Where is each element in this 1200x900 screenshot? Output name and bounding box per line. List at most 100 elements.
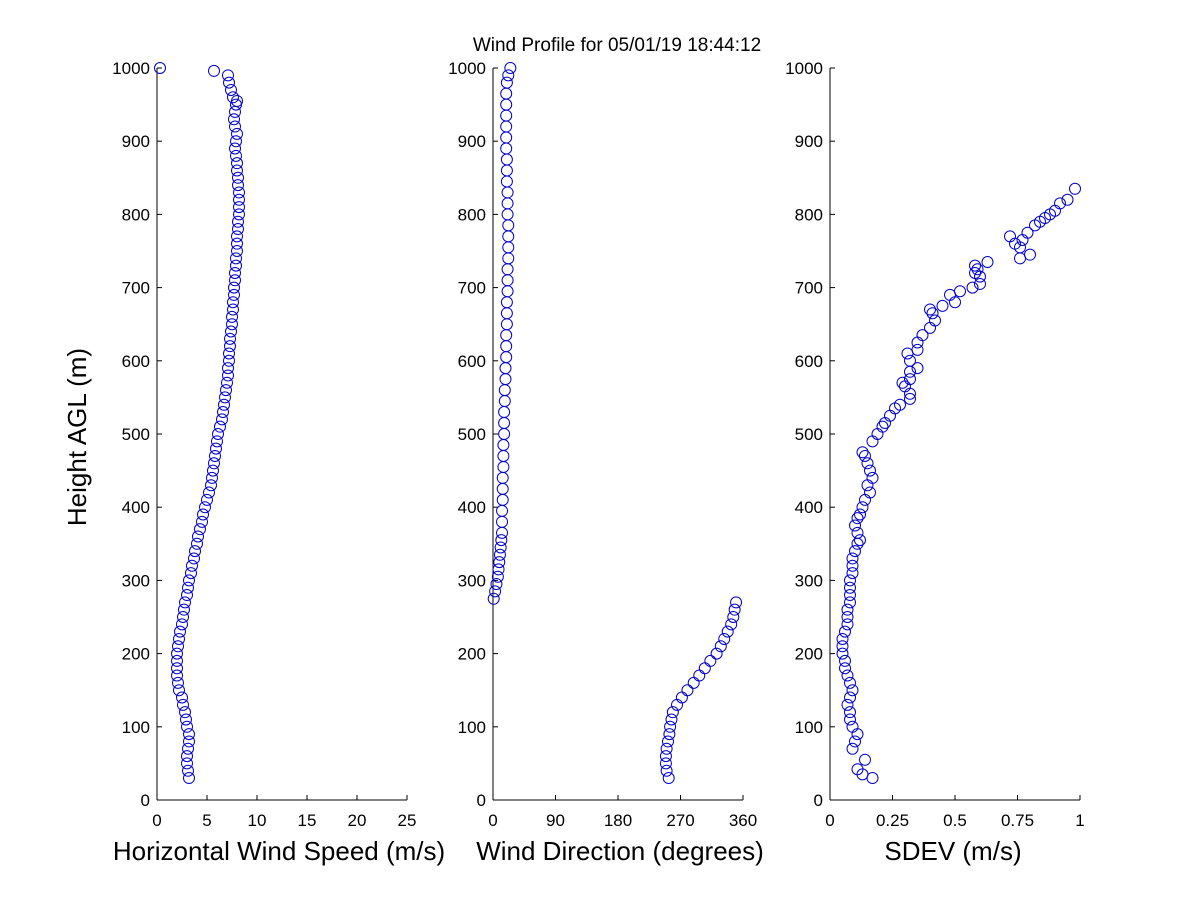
speed-data-point: [232, 171, 244, 184]
sdev-data-point: [846, 742, 859, 755]
sdev-data-point: [864, 464, 876, 477]
speed-data-point: [231, 237, 243, 250]
sdev-data-point: [841, 618, 854, 631]
speed-data-point: [183, 735, 195, 748]
sdev-data-point: [846, 552, 859, 565]
sdev-data-point: [974, 277, 986, 290]
sdev-data-point: [851, 512, 864, 525]
speed-data-point: [226, 310, 238, 323]
sdev-data-point: [849, 519, 861, 532]
sdev-data-point: [851, 763, 864, 776]
speed-data-point: [224, 340, 236, 353]
sdev-data-point: [844, 706, 856, 719]
speed-data-point: [186, 559, 198, 572]
speed-data-point: [230, 135, 242, 148]
speed-data-point: [173, 632, 185, 645]
speed-data-point: [233, 193, 245, 206]
speed-data-point: [229, 274, 241, 287]
speed-data-point: [197, 508, 209, 521]
speed-y-tick-label: 800: [122, 205, 150, 224]
speed-data-point: [188, 552, 200, 565]
speed-data-point: [208, 457, 220, 470]
speed-data-point: [201, 493, 213, 506]
direction-data-point: [493, 556, 506, 569]
sdev-data-point: [911, 362, 924, 375]
speed-data-point: [232, 179, 244, 192]
sdev-data-point: [846, 567, 859, 580]
speed-data-point: [233, 186, 245, 199]
sdev-y-tick-label: 400: [795, 498, 823, 517]
sdev-data-point: [841, 698, 854, 711]
speed-x-tick-label: 10: [248, 811, 267, 830]
direction-y-tick-label: 100: [458, 718, 486, 737]
sdev-data-point: [904, 354, 916, 367]
speed-data-point: [233, 208, 245, 221]
sdev-data-point: [844, 574, 856, 587]
direction-data-point: [730, 596, 743, 609]
speed-y-tick-label: 200: [122, 645, 150, 664]
sdev-data-point: [969, 259, 981, 272]
speed-data-point: [171, 669, 183, 682]
direction-data-point: [660, 742, 673, 755]
speed-data-point: [226, 318, 238, 331]
sdev-data-point: [926, 307, 939, 320]
direction-x-tick-label: 90: [546, 811, 565, 830]
speed-data-point: [222, 69, 234, 82]
speed-data-point: [228, 113, 240, 126]
sdev-data-point: [841, 611, 854, 623]
sdev-x-tick-label: 0.25: [876, 811, 909, 830]
speed-data-point: [179, 596, 191, 609]
speed-data-point: [173, 684, 185, 697]
sdev-y-tick-label: 1000: [785, 59, 823, 78]
direction-data-point: [681, 684, 694, 697]
speed-x-tick-label: 25: [398, 811, 417, 830]
speed-data-point: [232, 223, 244, 236]
sdev-data-point: [969, 266, 981, 279]
direction-data-point: [728, 603, 741, 616]
speed-data-point: [182, 581, 194, 594]
sdev-data-point: [839, 654, 851, 667]
speed-x-tick-label: 5: [202, 811, 211, 830]
direction-data-point: [664, 720, 677, 733]
speed-x-tick-label: 15: [298, 811, 317, 830]
sdev-data-point: [841, 669, 854, 682]
speed-data-point: [216, 413, 228, 426]
speed-data-point: [233, 201, 245, 214]
speed-data-point: [227, 296, 239, 309]
sdev-data-point: [1069, 182, 1081, 195]
speed-data-point: [227, 91, 239, 104]
direction-y-tick-label: 200: [458, 645, 486, 664]
speed-data-point: [227, 303, 239, 316]
sdev-data-point: [966, 281, 979, 294]
direction-data-point: [665, 713, 678, 726]
sdev-data-point: [929, 314, 941, 327]
sdev-data-point: [859, 753, 871, 766]
sdev-data-point: [846, 559, 859, 572]
speed-data-point: [231, 245, 243, 257]
sdev-x-axis-title: SDEV (m/s): [884, 836, 1021, 866]
sdev-data-point: [856, 446, 869, 459]
direction-data-point: [494, 541, 507, 554]
sdev-x-tick-label: 1: [1075, 811, 1084, 830]
speed-data-point: [178, 603, 190, 616]
speed-y-tick-label: 400: [122, 498, 150, 517]
speed-y-tick-label: 0: [141, 791, 150, 810]
sdev-data-point: [1054, 197, 1066, 210]
direction-data-point: [504, 62, 517, 74]
sdev-data-point: [1021, 226, 1034, 239]
speed-data-point: [182, 764, 194, 777]
speed-data-point: [203, 486, 215, 499]
sdev-y-tick-label: 600: [795, 352, 823, 371]
speed-data-point: [222, 362, 234, 375]
sdev-data-point: [849, 735, 861, 748]
sdev-data-point: [851, 526, 864, 539]
speed-data-point: [179, 706, 191, 719]
sdev-data-point: [936, 299, 949, 312]
direction-y-tick-label: 1000: [448, 59, 486, 78]
direction-y-tick-label: 300: [458, 571, 486, 590]
sdev-data-point: [849, 545, 861, 558]
direction-data-point: [718, 632, 731, 645]
direction-y-tick-label: 700: [458, 279, 486, 298]
direction-data-point: [493, 548, 506, 561]
